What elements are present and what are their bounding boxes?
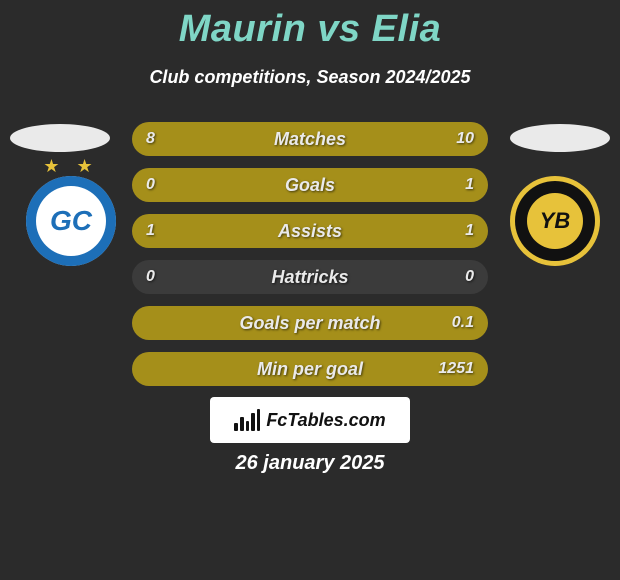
stats-container: Matches810Goals01Assists11Hattricks00Goa…	[132, 122, 488, 398]
club-left-initials: GC	[50, 205, 92, 237]
stat-value-right: 1251	[438, 352, 474, 386]
club-left-inner: GC	[36, 186, 106, 256]
stat-row: Matches8 10	[132, 122, 488, 156]
brand-badge: FcTables.com	[210, 397, 410, 443]
brand-chart-icon	[234, 409, 260, 431]
stat-row: Min per goal1251	[132, 352, 488, 386]
stat-value-left: 0	[146, 260, 155, 294]
club-badge-right: YB	[510, 176, 600, 266]
comparison-infographic: Maurin vs Elia Club competitions, Season…	[0, 0, 620, 580]
stat-value-left: 0	[146, 168, 155, 202]
club-left-stars-icon: ★ ★	[26, 156, 116, 177]
stat-row: Goals0 1	[132, 168, 488, 202]
club-right-outer: YB	[510, 176, 600, 266]
player-avatar-right	[510, 124, 610, 152]
stat-label: Goals per match	[132, 306, 488, 340]
club-right-initials: YB	[540, 208, 571, 234]
stat-value-right: 0	[465, 260, 474, 294]
stat-value-left: 1	[146, 214, 155, 248]
club-right-inner: YB	[527, 193, 583, 249]
stat-label: Hattricks	[132, 260, 488, 294]
player-avatar-left	[10, 124, 110, 152]
stat-value-right: 1	[465, 168, 474, 202]
stat-value-right: 10	[456, 122, 474, 156]
page-subtitle: Club competitions, Season 2024/2025	[0, 67, 620, 88]
stat-label: Matches	[132, 122, 488, 156]
club-badge-left: ★ ★ GC	[26, 176, 116, 266]
stat-row: Goals per match0.1	[132, 306, 488, 340]
date-label: 26 january 2025	[0, 452, 620, 475]
stat-row: Assists1 1	[132, 214, 488, 248]
stat-row: Hattricks0 0	[132, 260, 488, 294]
stat-value-left: 8	[146, 122, 155, 156]
brand-text: FcTables.com	[266, 410, 385, 431]
stat-label: Min per goal	[132, 352, 488, 386]
club-left-outer: GC	[26, 176, 116, 266]
stat-label: Assists	[132, 214, 488, 248]
page-title: Maurin vs Elia	[0, 0, 620, 51]
club-right-ring: YB	[515, 181, 595, 261]
stat-value-right: 1	[465, 214, 474, 248]
stat-value-right: 0.1	[452, 306, 474, 340]
stat-label: Goals	[132, 168, 488, 202]
